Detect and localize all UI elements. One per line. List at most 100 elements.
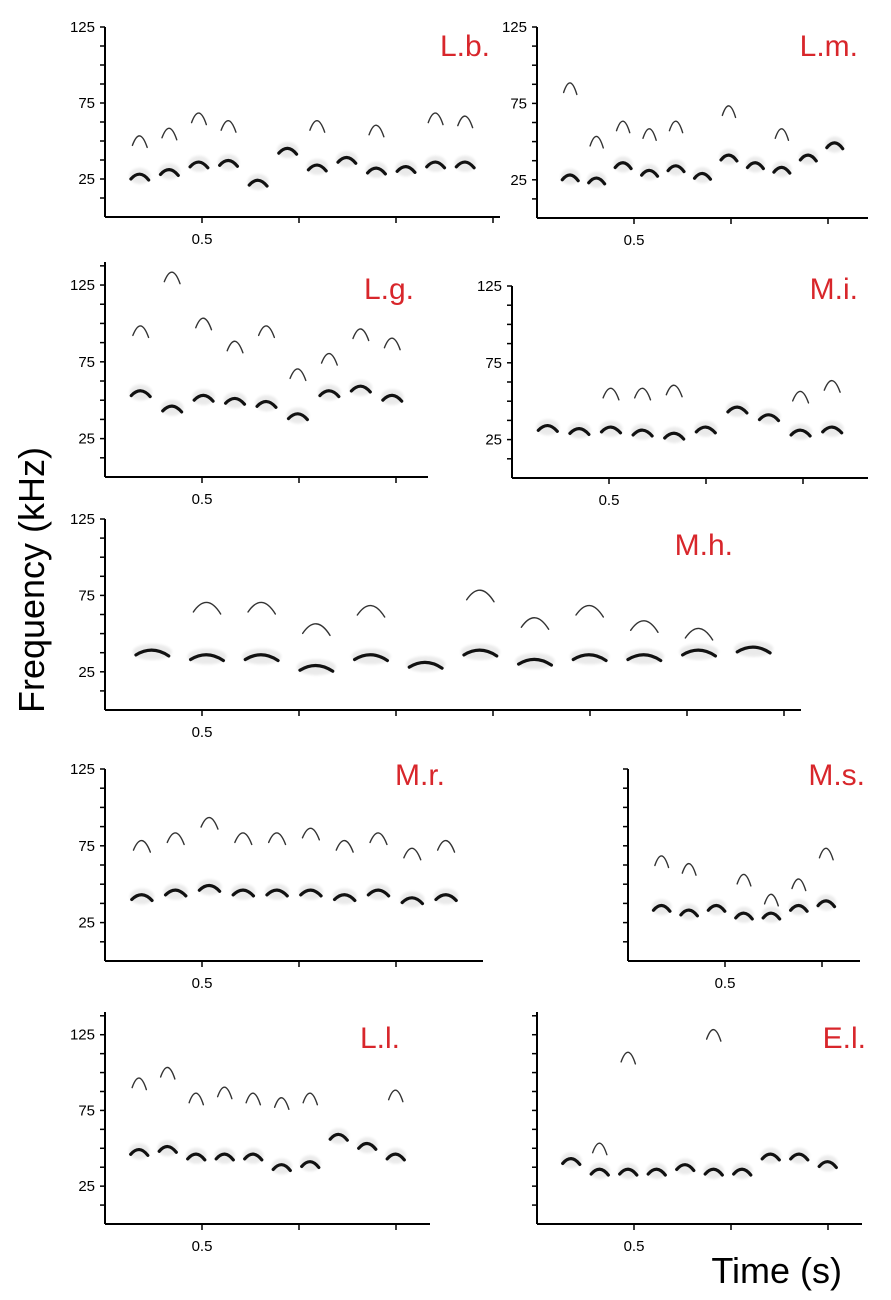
y-tick-label: 125: [70, 761, 95, 778]
fundamental-syllable: [789, 1152, 810, 1162]
fundamental-syllable: [332, 893, 357, 903]
species-label: M.i.: [810, 273, 858, 306]
fundamental-syllable: [694, 425, 717, 435]
harmonic-syllable: [131, 1077, 148, 1091]
syllable-smear: [365, 161, 388, 178]
fundamental-syllable: [161, 404, 184, 414]
fundamental-syllable: [517, 657, 553, 667]
harmonic-syllable: [131, 135, 148, 149]
syllable-smear: [405, 656, 446, 673]
harmonic-syllable: [705, 1028, 722, 1042]
x-tick-label: 0.5: [192, 1238, 213, 1255]
syllable-smear: [734, 906, 754, 923]
harmonic-syllable: [602, 387, 620, 401]
fundamental-syllable: [761, 911, 782, 921]
y-tick-label: 75: [78, 587, 95, 604]
y-tick-label: 75: [510, 95, 527, 112]
fundamental-syllable: [163, 888, 188, 898]
harmonic-syllable: [188, 1092, 205, 1106]
syllable-smear: [515, 653, 555, 670]
syllable-smear: [568, 422, 591, 439]
harmonic-syllable: [163, 271, 181, 285]
species-label: M.s.: [808, 759, 865, 792]
fundamental-syllable: [192, 393, 215, 403]
harmonic-syllable: [216, 1086, 233, 1100]
syllable-smear: [772, 161, 792, 178]
x-tick-label: 0.5: [192, 975, 213, 992]
syllable-smear: [332, 888, 357, 905]
fundamental-syllable: [157, 1144, 178, 1154]
harmonic-syllable: [763, 893, 779, 907]
fundamental-syllable: [298, 663, 335, 673]
harmonic-syllable: [575, 604, 605, 618]
syllable-smear: [460, 643, 501, 660]
harmonic-syllable: [132, 839, 152, 853]
syllable-smear: [336, 151, 358, 168]
syllable-smear: [385, 1147, 407, 1164]
syllable-smear: [128, 1143, 150, 1160]
fundamental-syllable: [798, 153, 818, 163]
fundamental-syllable: [631, 428, 654, 438]
y-tick-label: 125: [502, 19, 527, 36]
harmonic-syllable: [736, 873, 752, 887]
fundamental-syllable: [134, 648, 171, 658]
spectrogram-panel: 25 75 125 0.5 L.g.: [70, 262, 428, 508]
fundamental-syllable: [561, 1157, 582, 1166]
fundamental-syllable: [255, 399, 278, 409]
fundamental-syllable: [300, 1160, 321, 1170]
syllable-smear: [798, 148, 818, 165]
fundamental-syllable: [646, 1167, 667, 1177]
harmonic-syllable: [823, 379, 841, 393]
syllable-smear: [356, 1137, 378, 1154]
fundamental-syllable: [599, 425, 623, 435]
syllable-smear: [816, 894, 837, 911]
harmonic-syllable: [195, 317, 213, 331]
syllable-smear: [158, 163, 181, 180]
harmonic-syllable: [520, 617, 550, 630]
fundamental-syllable: [772, 165, 792, 175]
harmonic-syllable: [226, 340, 244, 354]
harmonic-syllable: [309, 119, 326, 133]
fundamental-syllable: [243, 653, 280, 663]
fundamental-syllable: [400, 896, 425, 906]
harmonic-syllable: [620, 1051, 637, 1065]
syllable-smear: [587, 171, 607, 188]
fundamental-syllable: [218, 158, 240, 168]
syllable-smear: [646, 1163, 668, 1179]
species-label: L.b.: [440, 30, 490, 63]
fundamental-syllable: [706, 903, 727, 913]
syllable-smear: [631, 423, 654, 440]
syllable-smear: [433, 888, 459, 905]
harmonic-syllable: [234, 832, 253, 846]
fundamental-syllable: [186, 1152, 207, 1162]
syllable-smear: [318, 384, 341, 401]
fundamental-syllable: [679, 908, 699, 918]
syllable-smear: [380, 389, 404, 406]
fundamental-syllable: [231, 888, 256, 898]
syllable-smear: [820, 420, 844, 437]
harmonic-syllable: [383, 337, 401, 351]
fundamental-syllable: [299, 888, 323, 898]
fundamental-syllable: [224, 396, 247, 406]
syllable-smear: [214, 1147, 236, 1164]
fundamental-syllable: [353, 653, 389, 663]
syllable-smear: [617, 1163, 639, 1179]
x-tick-label: 0.5: [715, 975, 736, 992]
fundamental-syllable: [666, 164, 686, 174]
fundamental-syllable: [571, 653, 608, 663]
syllable-smear: [651, 899, 672, 916]
fundamental-syllable: [817, 1160, 838, 1170]
syllable-smear: [692, 167, 713, 184]
syllable-smear: [825, 136, 845, 153]
fundamental-syllable: [277, 146, 299, 156]
species-label: L.g.: [364, 273, 414, 306]
fundamental-syllable: [381, 393, 404, 403]
fundamental-syllable: [425, 160, 447, 170]
syllable-smear: [351, 648, 391, 665]
syllable-smear: [299, 1155, 321, 1172]
syllable-smear: [694, 420, 718, 437]
syllable-smear: [247, 174, 269, 191]
harmonic-syllable: [791, 878, 807, 892]
x-tick-label: 0.5: [624, 232, 645, 249]
syllable-smear: [569, 648, 610, 665]
